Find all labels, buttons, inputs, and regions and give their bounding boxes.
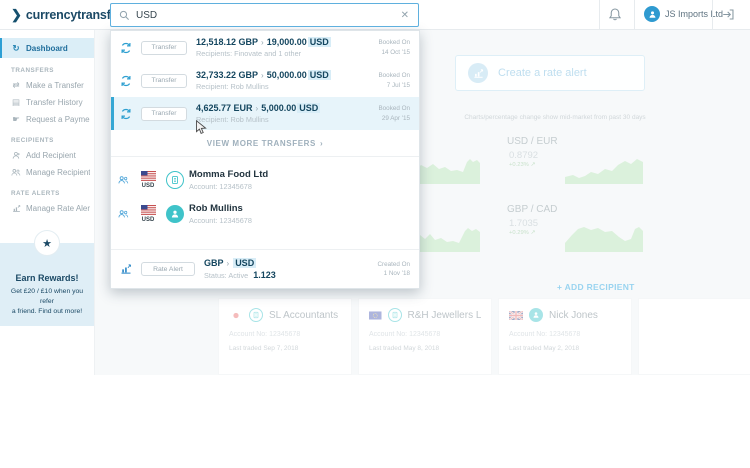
logout-button[interactable] [722,8,735,26]
people-icon [111,209,135,219]
transfer-recipients: Recipients: Finovate and 1 other [196,48,302,58]
rate-alert-pair: GBP › USD [204,258,257,269]
search-icon [119,10,130,21]
notifications-button[interactable] [608,7,626,27]
rewards-text-line1: Get £20 / £10 when you refer [10,288,84,305]
sync-icon [111,108,141,120]
transfer-result-row[interactable]: Transfer 32,733.22 GBP › 50,000.00 USD Reci… [111,64,419,97]
history-icon: ▤ [11,97,21,107]
recipient-result-row[interactable]: USD Rob Mullins Account: 12345678 [111,197,419,231]
rate-alert-result-row[interactable]: Rate Alert GBP › USD Status: Active 1.123 … [111,250,419,288]
transfer-recipients: Recipient: Rob Mullins [196,114,269,124]
search-input[interactable] [136,9,392,21]
sidebar-item-request-payment[interactable]: ☛ Request a Payment [12,114,90,124]
people-icon [11,168,21,177]
matched-currency: USD [297,103,321,114]
search-results-dropdown: Transfer 12,518.12 GBP › 19,000.00 USD Reci… [110,30,420,289]
close-icon[interactable]: ✕ [400,9,409,21]
matched-currency: USD [233,258,257,269]
rate-alert-rate: 1.123 [253,269,276,280]
sidebar-item-add-recipient[interactable]: Add Recipient [0,147,94,164]
account-name: JS Imports Ltd [665,9,724,19]
transfer-amounts: 12,518.12 GBP › 19,000.00 USD [196,37,331,48]
sidebar-section-transfers: TRANSFERS [11,67,54,74]
chevron-right-icon: › [226,259,230,269]
recipient-account: Account: 12345678 [189,181,252,191]
transfer-badge: Transfer [141,40,187,55]
view-more-transfers-link[interactable]: VIEW MORE TRANSFERS › [206,138,324,148]
matched-currency: USD [307,70,331,81]
recipient-results-section: USD Momma Food Ltd Account: 12345678 USD [111,157,419,249]
sidebar-item-make-transfer[interactable]: ⇄ Make a Transfer [12,80,84,90]
logo-wordmark: currencytransfer [25,8,123,22]
recipient-name: Rob Mullins [189,203,243,215]
account-menu[interactable]: JS Imports Ltd [644,6,723,22]
laurel-star-icon: ★ [34,230,60,256]
recipient-account: Account: 12345678 [189,215,252,225]
recipient-name: Momma Food Ltd [189,169,269,181]
rewards-banner[interactable]: ★ Earn Rewards! Get £20 / £10 when you r… [0,230,94,326]
sidebar-item-manage-recipients[interactable]: Manage Recipients [0,164,94,181]
sidebar-nav: ↻ Dashboard TRANSFERS ⇄ Make a Transfer … [0,30,95,375]
recipient-currency: USD [141,217,155,223]
transfer-badge: Transfer [141,106,187,121]
chevron-right-icon: › [261,71,264,81]
person-avatar-icon [166,205,184,223]
rate-alert-chart-icon [11,204,21,213]
transfer-result-row-active[interactable]: Transfer 4,625.77 EUR › 5,000.00 USD Recipi… [111,97,419,130]
dashboard-icon: ↻ [12,42,20,53]
transfer-booked-date: Booked On 29 Apr '15 [378,105,410,122]
chevron-right-icon: › [261,38,264,48]
company-avatar-icon [166,171,184,189]
us-flag-icon [140,205,156,215]
us-flag-icon [140,171,156,181]
bell-icon [608,8,622,21]
app-logo: ❯ currencytransfer [11,7,122,23]
chevron-right-icon: › [255,104,259,114]
header-divider [712,0,713,30]
people-icon [111,175,135,185]
rewards-text-line2: a friend. Find out more! [11,307,83,315]
logo-chevron-icon: ❯ [11,7,22,22]
sidebar-item-transfer-history[interactable]: ▤ Transfer History [11,97,83,107]
sidebar-item-dashboard[interactable]: ↻ Dashboard [0,38,94,58]
rate-alert-status: Status: Active [204,270,249,280]
sidebar-item-manage-rate-alerts[interactable]: Manage Rate Alerts [0,200,94,217]
global-search-bar[interactable]: ✕ [110,3,419,27]
transfer-icon: ⇄ [12,80,20,90]
transfer-result-row[interactable]: Transfer 12,518.12 GBP › 19,000.00 USD Reci… [111,31,419,64]
payment-hand-icon: ☛ [12,114,20,124]
account-avatar-icon [644,6,660,22]
rate-alert-chart-icon [111,263,141,275]
transfer-recipients: Recipient: Rob Mullins [196,81,269,91]
transfer-amounts: 32,733.22 GBP › 50,000.00 USD [196,70,331,81]
person-plus-icon [11,151,21,160]
chevron-right-icon: › [319,138,324,148]
sidebar-section-rate-alerts: RATE ALERTS [11,190,60,197]
sync-icon [111,42,141,54]
logout-icon [723,9,734,20]
transfer-booked-date: Booked On 14 Oct '15 [378,39,410,56]
transfer-booked-date: Booked On 7 Jul '15 [378,72,410,89]
cursor-icon [196,120,207,134]
sidebar-section-recipients: RECIPIENTS [11,137,54,144]
rate-alert-created-date: Created On 1 Nov '18 [377,260,410,277]
matched-currency: USD [307,37,331,48]
rewards-title: Earn Rewards! [15,273,79,283]
header-divider [599,0,600,30]
recipient-currency: USD [141,183,155,189]
transfer-amounts: 4,625.77 EUR › 5,000.00 USD [196,103,321,114]
header-divider [634,0,635,30]
section-divider [111,249,419,250]
sync-icon [111,75,141,87]
recipient-result-row[interactable]: USD Momma Food Ltd Account: 12345678 [111,163,419,197]
section-divider [111,156,419,157]
transfer-badge: Transfer [141,73,187,88]
rate-alert-badge: Rate Alert [141,262,195,276]
